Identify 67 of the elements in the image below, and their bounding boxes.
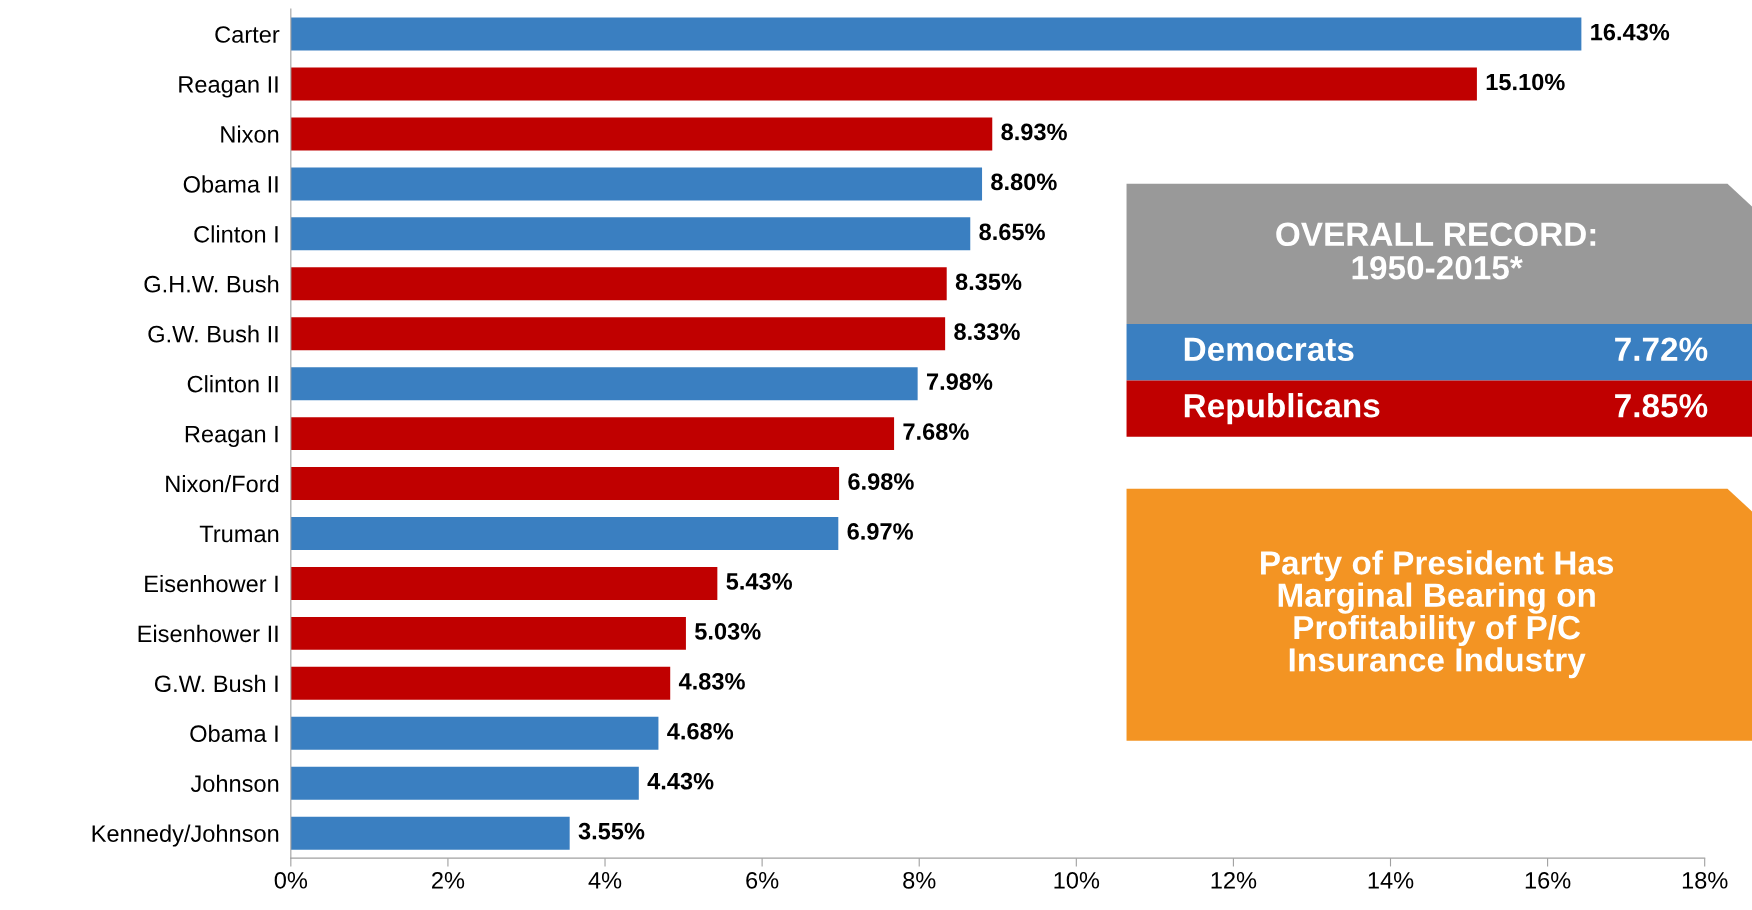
data-label: 5.03% [694,623,761,640]
y-tick-label: Kennedy/Johnson [92,824,279,847]
bar [290,367,918,401]
y-tick-label: Johnson [190,774,279,792]
data-label: 8.93% [1001,123,1067,141]
data-label: 8.65% [979,223,1045,241]
annotation: OVERALL RECORD: 1950-2015* [1276,222,1596,280]
y-tick-label: Truman [199,525,279,543]
bar [290,566,718,600]
data-label: 3.55% [578,822,645,840]
bar [290,816,570,850]
bar [290,766,639,800]
bar [290,267,947,301]
data-label: 4.43% [647,772,714,790]
annotation: Democrats [1184,337,1354,362]
bar [290,417,895,451]
data-label: 6.98% [848,473,914,490]
y-tick-label: Eisenhower II [138,624,278,643]
x-tick-label: 10% [1054,871,1100,889]
data-label: 8.33% [954,323,1020,341]
x-tick-label: 16% [1525,871,1571,889]
y-tick-label: Obama II [183,175,278,193]
data-label: 8.80% [991,173,1057,191]
y-tick-label: Eisenhower I [145,574,278,593]
x-tick-label: 18% [1682,871,1728,889]
bar [290,217,971,251]
x-tick-label: 8% [903,871,936,889]
bar [290,67,1477,101]
y-tick-label: G.H.W. Bush [144,275,279,293]
y-tick-label: Reagan I [185,425,278,448]
x-tick-label: 6% [746,871,779,889]
x-tick-label: 0% [274,871,308,889]
data-label: 7.98% [926,373,993,391]
data-label: 4.68% [667,722,734,740]
data-label: 15.10% [1486,73,1565,91]
data-label: 8.35% [955,273,1022,291]
annotation: 7.85% [1615,393,1708,418]
y-tick-label: G.W. Bush II [148,325,278,343]
bar [290,517,839,550]
y-tick-label: Nixon/Ford [166,475,279,493]
annotation: Party of President Has Marginal Bearing on Profitability of P/C Insurance Industry [1261,550,1614,679]
bar [290,317,946,351]
bar [290,666,671,700]
bar [290,716,659,750]
x-tick-label: 12% [1211,871,1257,889]
data-label: 5.43% [726,573,793,590]
x-tick-label: 2% [432,871,465,889]
bar [290,17,1582,51]
x-tick-label: 4% [588,872,622,889]
data-label: 16.43% [1591,23,1670,41]
y-tick-label: Obama I [190,724,278,743]
y-tick-label: Nixon [221,125,279,143]
bar [290,616,686,650]
x-tick-label: 14% [1368,872,1414,889]
y-tick-label: Carter [215,26,280,43]
y-tick-label: Reagan II [179,76,278,98]
y-tick-label: Clinton I [194,225,278,243]
y-tick-label: Clinton II [187,375,278,393]
data-label: 7.68% [903,423,969,440]
annotation: Republicans [1184,393,1380,425]
data-label: 4.83% [678,672,745,690]
bar [290,167,983,201]
y-tick-label: G.W. Bush I [154,674,278,693]
bar [290,467,840,501]
annotation: 7.72% [1615,337,1708,362]
bar [290,117,993,151]
data-label: 6.97% [847,523,913,540]
